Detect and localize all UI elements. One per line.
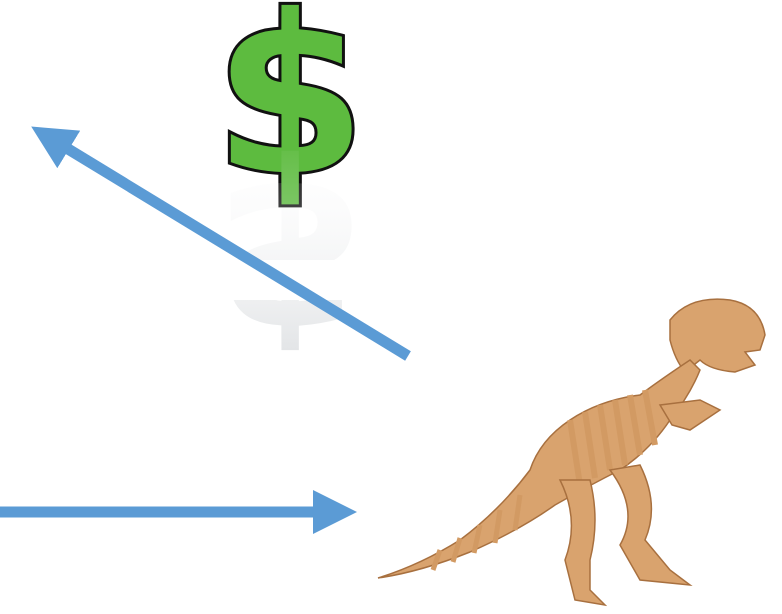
spine bbox=[377, 359, 701, 579]
arrow-up-left bbox=[31, 126, 411, 361]
arm bbox=[658, 399, 722, 431]
dollar-sign: $ bbox=[213, 0, 366, 224]
ribs bbox=[567, 389, 658, 486]
skull bbox=[669, 298, 766, 374]
dollar-reflection-group: $ bbox=[213, 131, 366, 387]
tail-vertebrae bbox=[430, 494, 523, 571]
dinosaur bbox=[377, 298, 766, 607]
leg-front bbox=[608, 464, 693, 587]
leg-back bbox=[558, 479, 608, 607]
dollar-reflection: $ bbox=[213, 131, 366, 387]
